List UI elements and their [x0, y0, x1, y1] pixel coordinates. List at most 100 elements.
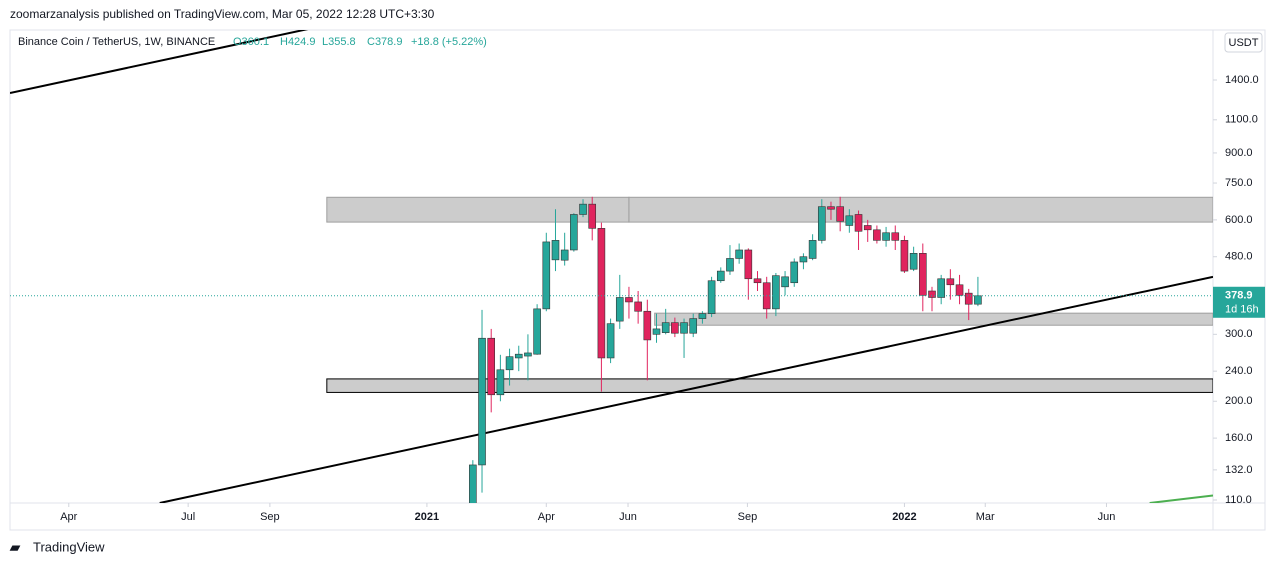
candle-body	[726, 258, 734, 272]
candle-body	[671, 322, 679, 334]
x-tick-label: 2022	[892, 511, 916, 523]
candle-body	[753, 278, 762, 284]
candle-body	[570, 214, 578, 251]
candle-body	[964, 292, 973, 305]
candle-body	[542, 241, 551, 310]
candle-body	[551, 240, 560, 261]
candle-body	[744, 249, 753, 280]
candle-body	[698, 313, 707, 319]
countdown: 1d 16h	[1225, 304, 1259, 316]
candle-body	[928, 290, 936, 298]
candle-body	[478, 337, 486, 466]
candle-body	[974, 295, 982, 305]
chart-frame	[9, 29, 1266, 531]
candle-body	[634, 301, 642, 312]
candle-body	[606, 323, 615, 359]
y-tick-label: 132.0	[1225, 464, 1253, 476]
y-tick-label: 160.0	[1225, 432, 1253, 444]
candle-body	[854, 214, 863, 232]
legend: Binance Coin / TetherUS, 1W, BINANCE O36…	[18, 36, 487, 48]
logo-mark: ▰	[9, 539, 21, 554]
candle-body	[625, 297, 633, 303]
y-tick-label: 1100.0	[1225, 114, 1258, 126]
x-tick-label: 2021	[415, 511, 439, 523]
candle-body	[900, 240, 909, 272]
candle-body	[873, 229, 881, 241]
candle-body	[909, 253, 918, 270]
candle-body	[827, 206, 835, 210]
y-tick-label: 200.0	[1225, 395, 1253, 407]
y-tick-label: 900.0	[1225, 147, 1253, 159]
candle-body	[891, 232, 900, 241]
ohlc-low: L355.8	[322, 36, 356, 48]
candle-body	[955, 284, 964, 296]
y-tick-label: 1400.0	[1225, 74, 1259, 86]
y-tick-label: 480.0	[1225, 251, 1253, 263]
candle-body	[799, 256, 808, 263]
x-tick-label: Apr	[60, 511, 77, 523]
y-tick-label: 300.0	[1225, 328, 1253, 340]
currency-button[interactable]	[1224, 32, 1263, 53]
candle-body	[882, 232, 890, 241]
zone	[628, 196, 1213, 223]
candle-body	[652, 328, 661, 335]
candle-body	[579, 203, 587, 215]
candle-body	[937, 278, 945, 298]
candle-body	[505, 356, 514, 371]
candle-body	[845, 215, 854, 226]
trendline	[10, 30, 309, 94]
change: +18.8 (+5.22%)	[411, 36, 487, 48]
y-tick-label: 240.0	[1225, 365, 1253, 377]
y-tick-label: 750.0	[1225, 177, 1253, 189]
x-tick-label: Mar	[976, 511, 995, 523]
candle-body	[919, 253, 927, 296]
ohlc-high: H424.9	[280, 36, 315, 48]
y-tick-label: 600.0	[1225, 214, 1253, 226]
candle-body	[533, 308, 541, 355]
candle-body	[817, 206, 826, 241]
ohlc-open: O360.1	[233, 36, 269, 48]
candle-body	[716, 270, 725, 282]
candle-body	[496, 369, 505, 396]
x-tick-label: Jun	[619, 511, 637, 523]
ohlc-close: C378.9	[367, 36, 402, 48]
x-tick-label: Jun	[1098, 511, 1116, 523]
candle-body	[863, 225, 872, 231]
x-tick-label: Apr	[538, 511, 555, 523]
candle-body	[772, 275, 780, 310]
trendline	[159, 275, 1213, 503]
zone	[326, 196, 630, 223]
candle-body	[735, 249, 743, 259]
x-tick-label: Jul	[181, 511, 195, 523]
currency[interactable]: USDT	[1229, 37, 1259, 49]
candle-body	[661, 322, 670, 333]
zone	[654, 312, 1213, 326]
candle-body	[524, 352, 532, 357]
last-price-box	[1213, 286, 1265, 318]
zone	[326, 378, 1213, 393]
candle-body	[946, 278, 955, 286]
candle-body	[615, 297, 624, 322]
plot	[10, 30, 1213, 503]
candle-body	[643, 310, 652, 341]
candle-body	[514, 353, 523, 359]
last-price-label: 378.9	[1225, 290, 1253, 302]
candle-body	[781, 276, 789, 288]
candle-body	[469, 464, 477, 503]
trendline	[1149, 494, 1213, 503]
candle-body	[487, 337, 496, 396]
candle-body	[836, 206, 844, 222]
candle-body	[680, 322, 688, 334]
candle-body	[588, 203, 597, 229]
candle-body	[790, 261, 799, 284]
y-tick-label: 110.0	[1225, 494, 1252, 506]
symbol: Binance Coin / TetherUS, 1W, BINANCE	[18, 36, 215, 48]
x-tick-label: Sep	[260, 511, 280, 523]
candle-body	[560, 249, 569, 261]
x-tick-label: Sep	[738, 511, 758, 523]
candle-body	[689, 318, 698, 334]
publisher: zoomarzanalysis published on TradingView…	[10, 7, 435, 21]
candle-body	[707, 280, 716, 314]
candle-body	[808, 240, 817, 259]
